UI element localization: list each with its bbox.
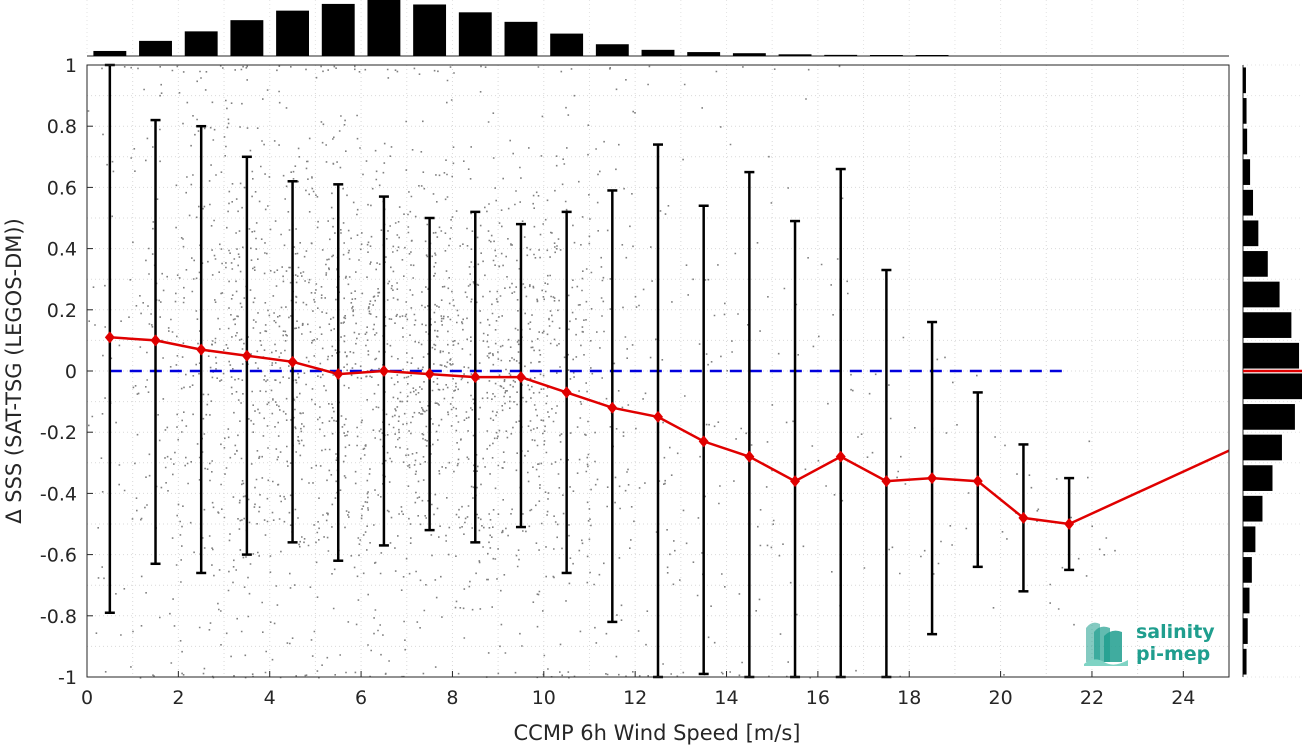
mean-marker [150,334,161,347]
mean-marker [744,450,755,463]
logo-line2: pi-mep [1136,643,1210,665]
top-hist-bar [93,50,127,56]
mean-marker [287,355,298,368]
right-hist-bar [1243,281,1280,308]
top-hist-bar [778,54,812,56]
top-hist-bar [367,0,401,56]
mean-marker [470,371,481,384]
right-hist-bar [1243,128,1248,155]
right-hist-bar [1243,587,1250,614]
top-hist-bar [595,44,629,56]
mean-marker [104,331,115,344]
right-hist-bar [1243,557,1252,583]
mean-marker [196,343,207,356]
x-tick-label: 2 [172,687,184,709]
right-hist-bar [1243,434,1282,461]
top-hist-bar [915,55,949,56]
y-tick-label: -0.8 [40,606,77,628]
right-hist-bar [1243,220,1259,247]
x-tick-label: 22 [1080,687,1104,709]
top-hist-bar [824,54,858,56]
right-hist-bar [1243,465,1273,491]
top-hist-bar [276,10,310,57]
top-hist-bar [687,52,721,56]
top-hist-bar [413,4,447,57]
y-axis-ticks: -1 -0.8 -0.6 -0.4 -0.2 0 0.2 0.4 0.6 0.8 1 [40,55,93,689]
mean-marker [378,365,389,377]
right-hist-bar [1243,404,1295,430]
logo-line1: salinity [1136,621,1215,643]
right-hist-bar [1243,495,1263,522]
mean-marker [653,410,663,423]
right-histogram [1242,64,1302,678]
top-hist-bar [550,33,584,56]
logo-wave-icon [1084,622,1128,666]
x-tick-label: 14 [714,687,738,709]
top-hist-bar [230,20,264,56]
mean-marker [881,475,892,488]
mean-marker [1064,518,1075,530]
x-tick-label: 12 [623,687,647,709]
right-hist-bar [1243,648,1247,675]
top-histogram [86,0,1229,57]
right-hist-bar [1243,526,1256,553]
y-tick-label: 0.2 [47,300,77,322]
top-hist-bar [732,53,766,56]
right-hist-bar [1243,159,1251,185]
right-hist-bar [1243,342,1300,369]
top-hist-bar [139,40,172,56]
right-hist-bar [1243,98,1247,124]
x-axis-ticks: 0 2 4 6 8 10 12 14 16 18 20 22 24 [81,671,1195,709]
mean-marker [1018,511,1029,524]
y-tick-label: -0.2 [40,422,77,444]
mean-marker [241,349,252,362]
top-hist-bar [184,31,218,56]
right-hist-bar [1243,251,1268,277]
x-tick-label: 10 [532,687,556,709]
y-axis-label: Δ SSS (SAT-TSG (LEGOS-DM)) [2,218,26,524]
y-tick-label: -1 [58,667,77,689]
mean-marker [607,401,618,414]
x-axis-label: CCMP 6h Wind Speed [m/s] [514,721,801,745]
x-tick-label: 18 [897,687,921,709]
top-hist-bar [321,3,355,57]
mean-marker [835,450,846,463]
salinity-pimep-logo: salinity pi-mep [1084,621,1215,666]
right-hist-bar [1243,189,1254,216]
right-hist-bar [1243,312,1292,338]
x-tick-label: 24 [1171,687,1195,709]
top-hist-bar [504,21,538,56]
x-tick-label: 16 [806,687,830,709]
y-tick-label: 0.6 [47,177,77,199]
mean-line [104,331,1230,530]
y-tick-label: 0.4 [47,239,77,261]
x-tick-label: 6 [355,687,367,709]
right-hist-bar [1243,618,1248,644]
mean-marker [698,435,709,448]
mean-marker [790,475,801,488]
top-hist-bar [869,55,903,56]
x-tick-label: 4 [264,687,276,709]
mean-marker [424,368,435,381]
y-tick-label: 0.8 [47,116,77,138]
mean-marker [972,475,983,488]
mean-marker [927,472,938,485]
right-hist-bar [1243,67,1246,94]
y-tick-label: 0 [65,361,77,383]
right-hist-bar [1243,373,1302,400]
top-hist-bar [458,12,492,56]
x-tick-label: 20 [989,687,1013,709]
mean-marker [515,371,526,384]
mean-marker [561,386,572,399]
y-tick-label: -0.6 [40,545,77,567]
y-tick-label: 1 [65,55,77,77]
top-hist-bar [641,49,675,56]
x-tick-label: 0 [81,687,93,709]
mean-marker [333,368,344,381]
x-tick-label: 8 [446,687,458,709]
y-tick-label: -0.4 [40,483,77,505]
